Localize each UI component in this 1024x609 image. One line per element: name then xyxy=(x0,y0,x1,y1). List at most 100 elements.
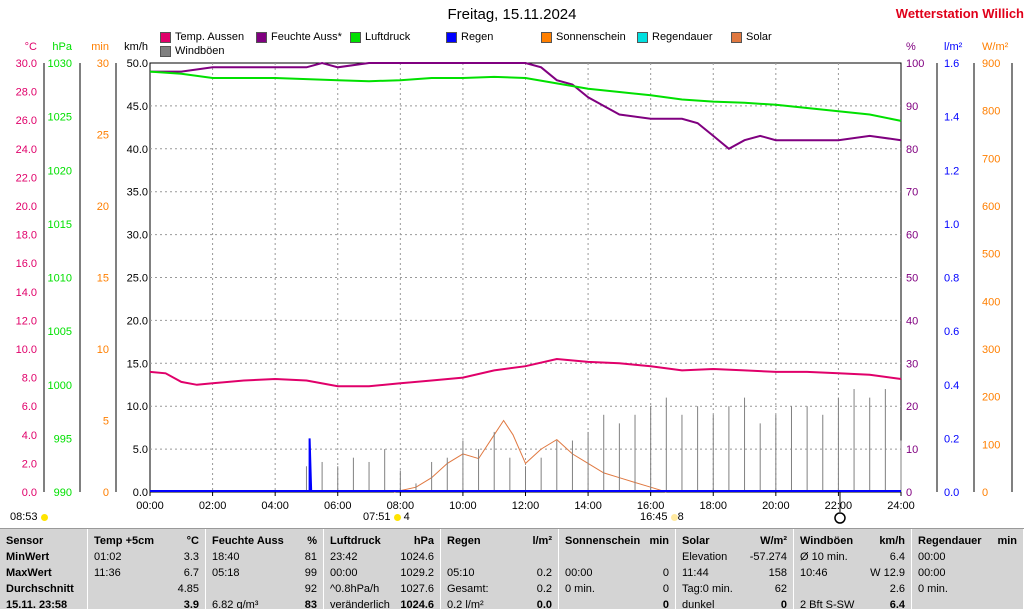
cell-value: 1024.6 xyxy=(400,599,434,609)
cell-value: 0 xyxy=(662,567,669,579)
legend-label: Regendauer xyxy=(652,31,713,43)
chart-canvas: 00:00 02:00 04:00 06:00 08:00 10:00 12:00 14:00… xyxy=(16,41,1013,524)
table-cell: Elevation -57.274 xyxy=(682,549,787,565)
table-cell: 01:02 3.3 xyxy=(94,549,199,565)
series-temp-aussen xyxy=(149,357,902,388)
minutes-tick-label: 30 xyxy=(97,58,109,70)
x-tick-label: 06:00 xyxy=(324,500,352,512)
legend-swatch xyxy=(637,31,648,43)
header-unit: min xyxy=(997,535,1017,547)
pressure-tick-label: 1015 xyxy=(48,219,72,231)
cell-value: 4.85 xyxy=(177,583,199,595)
table-cell: MinWert xyxy=(6,551,50,563)
sunrise-marker: 07:51 4 xyxy=(363,511,410,523)
temp-axis-unit: °C xyxy=(25,41,37,53)
minutes-tick-label: 5 xyxy=(103,416,109,428)
legend-swatch xyxy=(256,31,267,43)
table-cell: 23:42 1024.6 xyxy=(330,549,434,565)
pressure-tick-label: 1025 xyxy=(48,112,72,124)
cell-label: ^0.8hPa/h xyxy=(330,583,380,595)
legend-item: Sonnenschein xyxy=(541,31,626,43)
minutes-tick-label: 20 xyxy=(97,201,109,213)
humidity-tick-label: 10 xyxy=(906,444,918,456)
sunrise-time: 07:51 xyxy=(363,511,391,523)
minutes-axis-unit: min xyxy=(91,41,109,53)
page-title: Freitag, 15.11.2024 xyxy=(447,6,577,23)
table-cell: Durchschnitt xyxy=(6,583,74,595)
cell-value: 6.4 xyxy=(889,599,905,609)
temp-tick-label: 14.0 xyxy=(16,287,37,299)
table-cell: 0 min. 0 xyxy=(565,581,669,597)
x-tick-label: 20:00 xyxy=(762,500,790,512)
x-tick-label: 08:00 xyxy=(387,500,415,512)
rain-tick-label: 1.0 xyxy=(944,219,959,231)
cell-label: 11:44 xyxy=(682,567,709,579)
table-column: Luftdruck hPa 23:42 1024.6 00:00 1029.2 ^0.8hP… xyxy=(324,529,441,609)
table-cell: 4.85 xyxy=(94,581,199,597)
left-time-label: 08:53 xyxy=(10,511,38,523)
x-tick-label: 18:00 xyxy=(699,500,727,512)
header-unit: hPa xyxy=(413,535,434,547)
minutes-tick-label: 15 xyxy=(97,273,109,285)
rain-tick-label: 0.0 xyxy=(944,487,959,499)
legend-item: Luftdruck xyxy=(350,31,410,43)
rain-tick-label: 1.2 xyxy=(944,165,959,177)
table-column: Sensor MinWert MaxWert Durchschnitt 15.11. 2… xyxy=(0,529,88,609)
temp-tick-label: 10.0 xyxy=(16,344,37,356)
wind-tick-label: 0.0 xyxy=(133,487,148,499)
temp-tick-label: 28.0 xyxy=(16,87,37,99)
pressure-tick-label: 1030 xyxy=(48,58,72,70)
rain-tick-label: 1.4 xyxy=(944,112,959,124)
x-tick-label: 16:00 xyxy=(637,500,665,512)
x-tick-label: 12:00 xyxy=(512,500,540,512)
cell-label: 0 min. xyxy=(918,583,948,595)
temp-tick-label: 20.0 xyxy=(16,201,37,213)
cell-value: 2.6 xyxy=(889,583,905,595)
cell-value: 92 xyxy=(304,583,317,595)
temp-tick-label: 0.0 xyxy=(22,487,37,499)
solar-tick-label: 300 xyxy=(982,344,1000,356)
table-header: Sonnenschein min xyxy=(565,533,669,549)
table-cell: 00:00 1029.2 xyxy=(330,565,434,581)
cell-value: 0 xyxy=(662,583,669,595)
table-cell: 0.2 l/m² 0.0 xyxy=(447,597,552,609)
pressure-axis-unit: hPa xyxy=(52,41,72,53)
cell-value: 62 xyxy=(774,583,787,595)
table-header: Feuchte Auss% xyxy=(212,533,317,549)
table-header: Temp +5cm °C xyxy=(94,533,199,549)
table-cell: 6.82 g/m³ 83 xyxy=(212,597,317,609)
legend-item: Feuchte Auss* xyxy=(256,31,342,43)
rain-tick-label: 0.4 xyxy=(944,380,959,392)
cell-value: 0 xyxy=(780,599,787,609)
table-cell xyxy=(447,549,552,565)
cell-value: 83 xyxy=(304,599,317,609)
cell-label: Ø 10 min. xyxy=(800,551,848,563)
table-cell: 2 Bft S-SW 6.4 xyxy=(800,597,905,609)
table-cell xyxy=(918,597,1017,609)
temp-tick-label: 12.0 xyxy=(16,315,37,327)
table-header: Windböen km/h xyxy=(800,533,905,549)
cell-label: 6.82 g/m³ xyxy=(212,599,259,609)
solar-tick-label: 0 xyxy=(982,487,988,499)
cell-label: 00:00 xyxy=(918,551,946,563)
legend-item: Regen xyxy=(446,31,493,43)
wind-tick-label: 20.0 xyxy=(127,315,148,327)
table-cell xyxy=(565,549,669,565)
cell-label: 00:00 xyxy=(565,567,593,579)
rain-tick-label: 1.6 xyxy=(944,58,959,70)
cell-value: 0.0 xyxy=(536,599,552,609)
station-name: Wetterstation Willich xyxy=(895,6,1024,21)
temp-tick-label: 24.0 xyxy=(16,144,37,156)
header-label: Sonnenschein xyxy=(565,535,641,547)
legend-swatch xyxy=(350,31,361,43)
solar-tick-label: 500 xyxy=(982,249,1000,261)
wind-tick-label: 5.0 xyxy=(133,444,148,456)
temp-tick-label: 6.0 xyxy=(22,401,37,413)
rain-tick-label: 0.6 xyxy=(944,326,959,338)
humidity-tick-label: 50 xyxy=(906,273,918,285)
legend-item: Solar xyxy=(731,31,772,43)
wind-tick-label: 25.0 xyxy=(127,273,148,285)
solar-tick-label: 700 xyxy=(982,153,1000,165)
sunset-icon xyxy=(670,513,678,521)
legend-label: Luftdruck xyxy=(365,31,411,43)
